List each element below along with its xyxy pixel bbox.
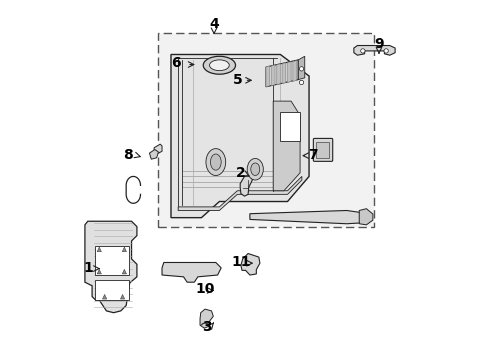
- Bar: [95, 280, 129, 300]
- Polygon shape: [265, 60, 298, 87]
- Ellipse shape: [205, 149, 225, 176]
- Polygon shape: [122, 247, 126, 252]
- Polygon shape: [359, 209, 372, 225]
- Bar: [95, 246, 129, 275]
- Polygon shape: [102, 294, 106, 299]
- Text: 9: 9: [373, 37, 383, 51]
- Polygon shape: [276, 64, 280, 85]
- Polygon shape: [149, 149, 158, 159]
- Circle shape: [299, 67, 303, 71]
- Polygon shape: [287, 62, 290, 82]
- Bar: [316, 141, 328, 158]
- Polygon shape: [162, 262, 221, 282]
- Text: 5: 5: [232, 73, 242, 87]
- Text: 6: 6: [171, 57, 181, 71]
- Ellipse shape: [203, 56, 235, 74]
- Polygon shape: [154, 144, 162, 153]
- Text: 8: 8: [123, 148, 133, 162]
- Polygon shape: [200, 309, 213, 328]
- Polygon shape: [178, 176, 301, 211]
- Polygon shape: [282, 63, 285, 84]
- Bar: [158, 33, 373, 226]
- Polygon shape: [265, 66, 269, 87]
- Text: 3: 3: [202, 320, 211, 334]
- Polygon shape: [120, 294, 124, 299]
- Circle shape: [299, 80, 303, 85]
- Polygon shape: [122, 269, 126, 274]
- Text: 11: 11: [231, 256, 250, 270]
- Polygon shape: [97, 247, 101, 252]
- Ellipse shape: [209, 60, 229, 71]
- Text: 7: 7: [307, 148, 317, 162]
- Polygon shape: [241, 253, 260, 275]
- FancyBboxPatch shape: [313, 138, 332, 161]
- Polygon shape: [240, 176, 252, 196]
- Polygon shape: [271, 65, 274, 86]
- Polygon shape: [171, 54, 308, 218]
- Polygon shape: [298, 56, 304, 80]
- Circle shape: [383, 49, 387, 53]
- Polygon shape: [85, 221, 137, 313]
- Text: 2: 2: [236, 166, 245, 180]
- Polygon shape: [273, 101, 300, 191]
- Ellipse shape: [210, 154, 221, 170]
- Bar: [280, 112, 300, 140]
- Polygon shape: [249, 211, 362, 224]
- Text: 4: 4: [209, 17, 219, 31]
- Text: 1: 1: [83, 261, 93, 275]
- Text: 10: 10: [195, 282, 214, 296]
- Polygon shape: [353, 45, 394, 55]
- Ellipse shape: [250, 163, 259, 176]
- Ellipse shape: [247, 158, 263, 180]
- Circle shape: [360, 49, 364, 53]
- Polygon shape: [97, 269, 101, 274]
- Polygon shape: [292, 60, 296, 81]
